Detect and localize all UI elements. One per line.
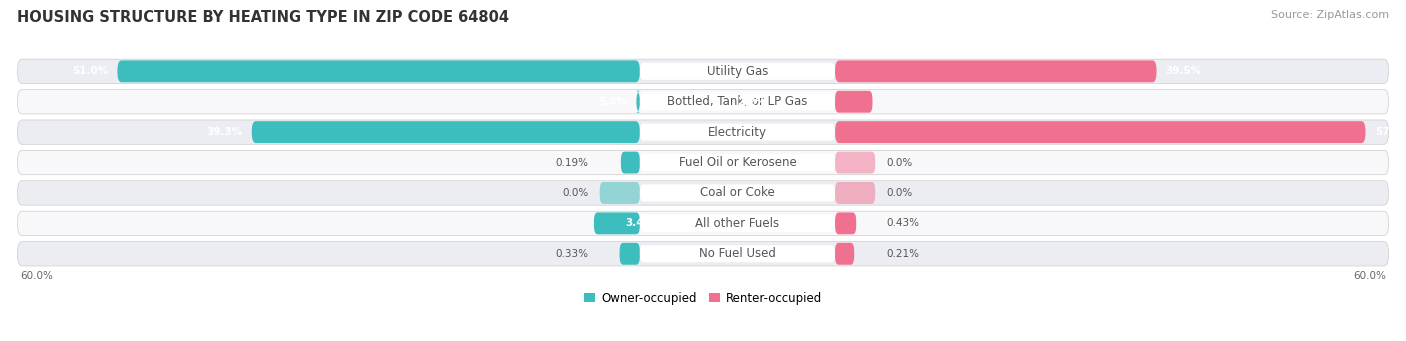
Text: Fuel Oil or Kerosene: Fuel Oil or Kerosene (679, 156, 796, 169)
FancyBboxPatch shape (835, 212, 856, 234)
Text: 0.0%: 0.0% (562, 188, 588, 198)
Text: 5.8%: 5.8% (598, 97, 627, 107)
FancyBboxPatch shape (835, 243, 855, 265)
FancyBboxPatch shape (17, 242, 1389, 266)
Text: 60.0%: 60.0% (1354, 271, 1386, 281)
Text: Coal or Coke: Coal or Coke (700, 187, 775, 199)
Text: 0.0%: 0.0% (887, 158, 912, 167)
FancyBboxPatch shape (640, 184, 835, 202)
FancyBboxPatch shape (640, 154, 835, 171)
FancyBboxPatch shape (835, 152, 875, 174)
Text: Bottled, Tank, or LP Gas: Bottled, Tank, or LP Gas (668, 95, 807, 108)
Text: 57.7%: 57.7% (1375, 127, 1406, 137)
FancyBboxPatch shape (835, 60, 1157, 82)
Text: Electricity: Electricity (709, 125, 766, 139)
Text: 51.0%: 51.0% (72, 66, 108, 76)
FancyBboxPatch shape (117, 60, 640, 82)
FancyBboxPatch shape (636, 91, 640, 113)
FancyBboxPatch shape (17, 59, 1389, 84)
Text: 2.2%: 2.2% (738, 97, 766, 107)
Text: 0.33%: 0.33% (555, 249, 588, 259)
Text: All other Fuels: All other Fuels (696, 217, 779, 230)
Text: 0.0%: 0.0% (887, 188, 912, 198)
Text: 0.21%: 0.21% (887, 249, 920, 259)
FancyBboxPatch shape (17, 120, 1389, 144)
Legend: Owner-occupied, Renter-occupied: Owner-occupied, Renter-occupied (583, 292, 823, 305)
Text: 0.19%: 0.19% (555, 158, 588, 167)
FancyBboxPatch shape (599, 182, 640, 204)
Text: Utility Gas: Utility Gas (707, 65, 768, 78)
Text: No Fuel Used: No Fuel Used (699, 247, 776, 260)
FancyBboxPatch shape (640, 245, 835, 262)
FancyBboxPatch shape (620, 243, 640, 265)
Text: 0.43%: 0.43% (887, 218, 920, 228)
FancyBboxPatch shape (640, 215, 835, 232)
FancyBboxPatch shape (17, 90, 1389, 114)
FancyBboxPatch shape (640, 63, 835, 80)
FancyBboxPatch shape (593, 212, 640, 234)
FancyBboxPatch shape (835, 121, 1365, 143)
FancyBboxPatch shape (17, 150, 1389, 175)
FancyBboxPatch shape (835, 182, 875, 204)
Text: Source: ZipAtlas.com: Source: ZipAtlas.com (1271, 10, 1389, 20)
FancyBboxPatch shape (17, 211, 1389, 236)
FancyBboxPatch shape (252, 121, 640, 143)
Text: HOUSING STRUCTURE BY HEATING TYPE IN ZIP CODE 64804: HOUSING STRUCTURE BY HEATING TYPE IN ZIP… (17, 10, 509, 25)
FancyBboxPatch shape (835, 91, 873, 113)
FancyBboxPatch shape (640, 124, 835, 140)
Text: 60.0%: 60.0% (20, 271, 52, 281)
Text: 39.3%: 39.3% (207, 127, 243, 137)
Text: 3.4%: 3.4% (626, 218, 655, 228)
FancyBboxPatch shape (640, 93, 835, 110)
Text: 39.5%: 39.5% (1166, 66, 1202, 76)
FancyBboxPatch shape (621, 152, 640, 174)
FancyBboxPatch shape (17, 181, 1389, 205)
